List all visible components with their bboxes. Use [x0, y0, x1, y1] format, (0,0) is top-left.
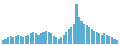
Bar: [2, 40, 4, 44]
Bar: [60, 37, 62, 44]
Bar: [88, 27, 90, 44]
Bar: [55, 37, 57, 44]
Bar: [101, 35, 103, 44]
Bar: [78, 17, 80, 44]
Bar: [81, 21, 83, 44]
Bar: [48, 32, 50, 44]
Bar: [50, 33, 52, 44]
Bar: [22, 37, 24, 44]
Bar: [58, 39, 60, 44]
Bar: [70, 27, 72, 44]
Bar: [108, 36, 111, 44]
Bar: [106, 35, 108, 44]
Bar: [116, 40, 118, 44]
Bar: [42, 32, 45, 44]
Bar: [27, 35, 29, 44]
Bar: [65, 32, 67, 44]
Bar: [83, 24, 85, 44]
Bar: [12, 37, 14, 44]
Bar: [37, 35, 39, 44]
Bar: [40, 33, 42, 44]
Bar: [98, 33, 100, 44]
Bar: [86, 25, 88, 44]
Bar: [9, 36, 12, 44]
Bar: [15, 36, 17, 44]
Bar: [35, 33, 37, 44]
Bar: [30, 33, 32, 44]
Bar: [91, 29, 93, 44]
Bar: [7, 37, 9, 44]
Bar: [103, 33, 105, 44]
Bar: [75, 4, 78, 44]
Bar: [63, 35, 65, 44]
Bar: [113, 39, 116, 44]
Bar: [96, 32, 98, 44]
Bar: [93, 31, 95, 44]
Bar: [111, 37, 113, 44]
Bar: [45, 31, 47, 44]
Bar: [25, 36, 27, 44]
Bar: [73, 24, 75, 44]
Bar: [20, 36, 22, 44]
Bar: [53, 36, 55, 44]
Bar: [4, 39, 7, 44]
Bar: [32, 32, 34, 44]
Bar: [17, 35, 19, 44]
Bar: [68, 29, 70, 44]
